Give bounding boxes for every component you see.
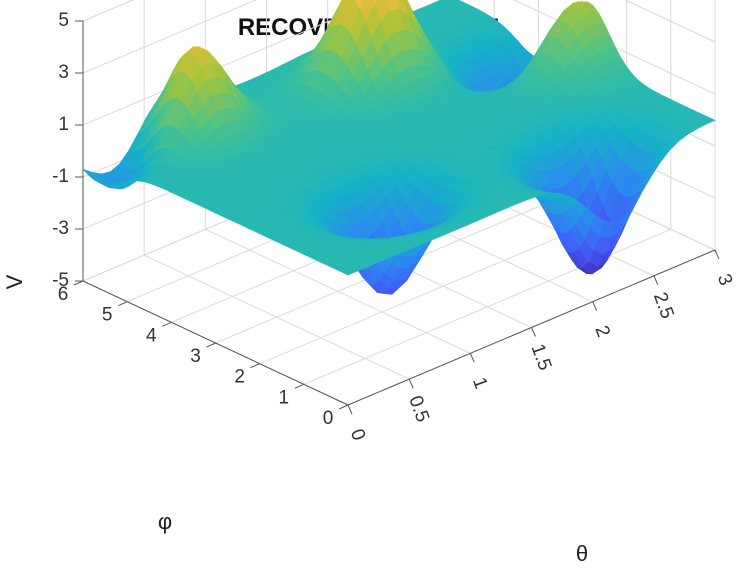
x-tick-label: 1: [468, 375, 491, 392]
x-tick-label: 2: [590, 323, 613, 340]
x-tick-mark: [408, 378, 414, 389]
y-tick-label: 2: [234, 367, 245, 388]
x-tick-label: 0.5: [404, 393, 433, 425]
y-tick-label: 3: [190, 346, 201, 367]
z-axis-label: V: [2, 274, 27, 289]
grid-line: [82, 0, 258, 74]
y-tick-mark: [294, 383, 305, 389]
x-tick-label: 2.5: [649, 290, 678, 322]
x-tick-mark: [714, 249, 720, 260]
x-tick-mark: [653, 275, 659, 286]
z-tick-label: -3: [52, 218, 69, 239]
y-tick-label: 4: [146, 325, 157, 346]
y-tick-mark: [250, 363, 260, 369]
y-tick-mark: [117, 301, 128, 307]
x-tick-label: 0: [346, 426, 369, 443]
x-tick-mark: [592, 301, 598, 311]
z-tick-label: -1: [52, 166, 69, 187]
grid-line: [624, 0, 716, 43]
z-tick-label: 1: [58, 114, 69, 135]
x-tick-mark: [531, 327, 536, 337]
y-axis-label: φ: [158, 509, 172, 534]
z-tick-label: 5: [58, 10, 69, 31]
y-tick-mark: [73, 280, 84, 286]
grid-line: [82, 0, 381, 126]
surface-patch: [341, 268, 358, 276]
x-axis-label: θ: [576, 541, 588, 566]
y-tick-label: 5: [102, 305, 113, 326]
y-tick-label: 1: [279, 387, 290, 408]
y-tick-label: 0: [323, 408, 334, 429]
x-tick-mark: [469, 353, 475, 363]
x-tick-label: 1.5: [527, 341, 556, 373]
y-tick-mark: [338, 404, 349, 410]
y-tick-label: 6: [58, 284, 69, 305]
y-tick-mark: [162, 321, 172, 327]
x-tick-mark: [347, 404, 353, 415]
x-tick-label: 3: [713, 271, 736, 288]
y-tick-mark: [206, 342, 216, 348]
z-tick-label: 3: [58, 62, 69, 83]
z-tick-label: -5: [52, 270, 69, 291]
